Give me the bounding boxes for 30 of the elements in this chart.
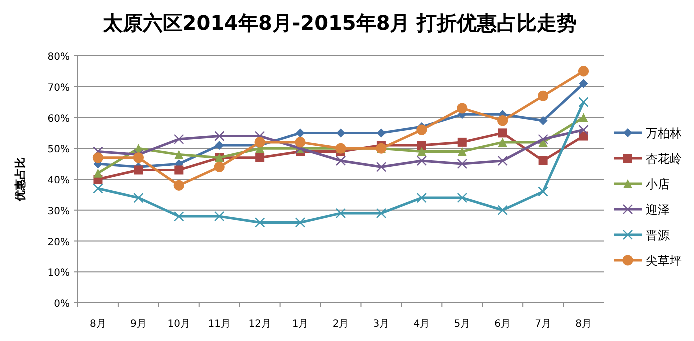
x-tick-label: 3月 — [373, 319, 390, 330]
x-tick-label: 5月 — [454, 319, 471, 330]
x-tick-label: 6月 — [494, 319, 512, 330]
y-tick-label: 30% — [48, 206, 70, 218]
x-tick-label: 8月 — [90, 319, 106, 330]
chart-title: 太原六区2014年8月-2015年8月 打折优惠占比走势 — [102, 11, 578, 35]
x-tick-label: 1月 — [292, 319, 309, 330]
legend-label: 杏花岭 — [646, 152, 682, 166]
legend-label: 小店 — [646, 178, 670, 192]
x-tick-label: 11月 — [208, 319, 231, 330]
x-tick-label: 9月 — [130, 319, 147, 330]
y-tick-label: 20% — [48, 237, 70, 248]
y-tick-label: 50% — [48, 144, 70, 156]
y-tick-label: 40% — [48, 176, 70, 186]
x-tick-label: 10月 — [168, 319, 191, 330]
x-tick-label: 2月 — [332, 319, 350, 330]
y-tick-label: 70% — [48, 82, 70, 94]
legend-label: 万柏林 — [646, 126, 682, 140]
legend-label: 迎泽 — [646, 203, 670, 217]
x-tick-label: 7月 — [535, 319, 552, 330]
legend-label: 晋源 — [646, 228, 670, 242]
y-axis-title: 优惠占比 — [14, 158, 27, 202]
x-tick-label: 12月 — [248, 319, 272, 330]
x-tick-label: 4月 — [414, 319, 430, 330]
y-tick-label: 10% — [48, 268, 70, 280]
legend-label: 尖草坪 — [646, 254, 682, 268]
y-tick-label: 0% — [54, 299, 70, 310]
y-tick-label: 60% — [48, 114, 70, 125]
y-tick-label: 80% — [48, 52, 70, 63]
x-tick-label: 8月 — [576, 319, 592, 330]
